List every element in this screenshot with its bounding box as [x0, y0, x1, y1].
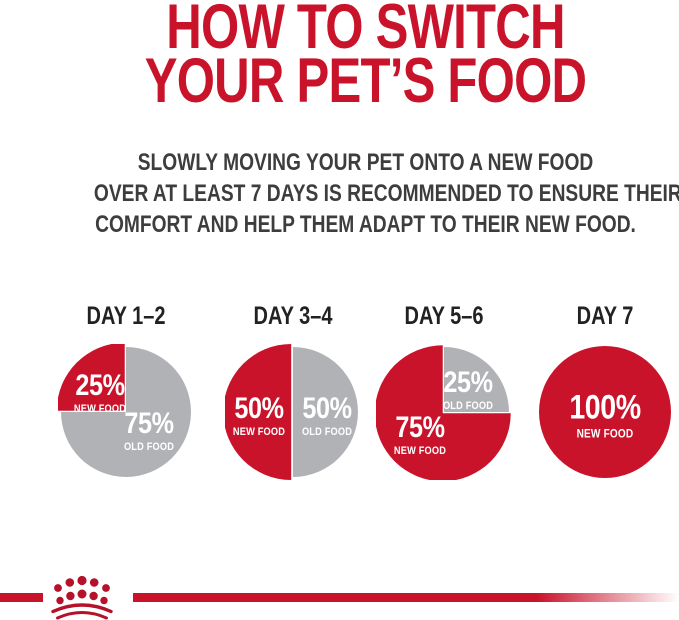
old-food-label: OLD FOOD — [443, 400, 494, 413]
footer-bar-right — [133, 593, 679, 602]
subtitle-line3: COMFORT AND HELP THEM ADAPT TO THEIR NEW… — [95, 211, 636, 238]
new-food-percent: 25% — [75, 368, 126, 402]
pie-label-old-food: 75% OLD FOOD — [124, 409, 174, 453]
pie-chart-day-5-6 — [376, 345, 511, 480]
page-title: HOW TO SWITCH YOUR PET’S FOOD — [101, 0, 631, 116]
old-food-percent: 50% — [302, 392, 352, 426]
pie-label-old-food: 50% OLD FOOD — [302, 394, 352, 438]
new-food-percent: 100% — [569, 388, 641, 427]
footer-bar-left — [0, 593, 43, 602]
page-title-line1: HOW TO SWITCH — [166, 0, 565, 62]
pie-chart-day-3-4 — [225, 344, 358, 480]
pie-label-new-food: 25% NEW FOOD — [74, 368, 127, 415]
pie-day-1-2: 25% NEW FOOD 75% OLD FOOD — [58, 344, 194, 480]
new-food-percent: 50% — [234, 392, 284, 426]
old-food-label: OLD FOOD — [301, 426, 353, 439]
old-food-label: OLD FOOD — [124, 441, 175, 454]
chart-title-day-3-4: DAY 3–4 — [253, 302, 333, 330]
old-food-percent: 25% — [443, 366, 494, 400]
pie-label-new-food: 75% NEW FOOD — [393, 413, 445, 457]
chart-title-day-5-6: DAY 5–6 — [404, 302, 484, 330]
pie-label-old-food: 25% OLD FOOD — [443, 368, 493, 412]
page-subtitle: SLOWLY MOVING YOUR PET ONTO A NEW FOOD O… — [93, 147, 679, 240]
chart-title-day-1-2: DAY 1–2 — [86, 302, 166, 330]
pie-chart-day-1-2 — [58, 344, 191, 477]
pie-day-5-6: 25% OLD FOOD 75% NEW FOOD — [376, 344, 512, 480]
chart-title-day-7: DAY 7 — [576, 302, 634, 330]
chart-day-1-2: DAY 1–2 25% NEW FOOD 75% OLD FOOD — [46, 303, 206, 480]
new-food-label: NEW FOOD — [393, 445, 446, 458]
subtitle-line2: OVER AT LEAST 7 DAYS IS RECOMMENDED TO E… — [93, 180, 679, 207]
chart-day-7: DAY 7 100% NEW FOOD — [525, 303, 679, 480]
chart-day-5-6: DAY 5–6 25% OLD FOOD 75% NEW FOOD — [364, 303, 524, 480]
pie-day-3-4: 50% NEW FOOD 50% OLD FOOD — [225, 344, 361, 480]
new-food-label: NEW FOOD — [576, 426, 634, 441]
pie-chart-day-7 — [539, 346, 671, 478]
page-title-line2: YOUR PET’S FOOD — [144, 46, 587, 116]
subtitle-line1: SLOWLY MOVING YOUR PET ONTO A NEW FOOD — [137, 149, 594, 176]
royal-canin-crown-icon — [51, 575, 113, 620]
old-food-percent: 75% — [124, 407, 175, 441]
chart-day-3-4: DAY 3–4 50% NEW FOOD 50% OLD FOOD — [213, 303, 373, 480]
new-food-label: NEW FOOD — [232, 426, 286, 439]
pie-day-7: 100% NEW FOOD — [537, 344, 673, 480]
pie-label-new-food: 50% NEW FOOD — [233, 394, 285, 438]
new-food-percent: 75% — [394, 411, 445, 445]
pie-label-new-food: 100% NEW FOOD — [569, 388, 641, 441]
new-food-label: NEW FOOD — [74, 402, 127, 415]
